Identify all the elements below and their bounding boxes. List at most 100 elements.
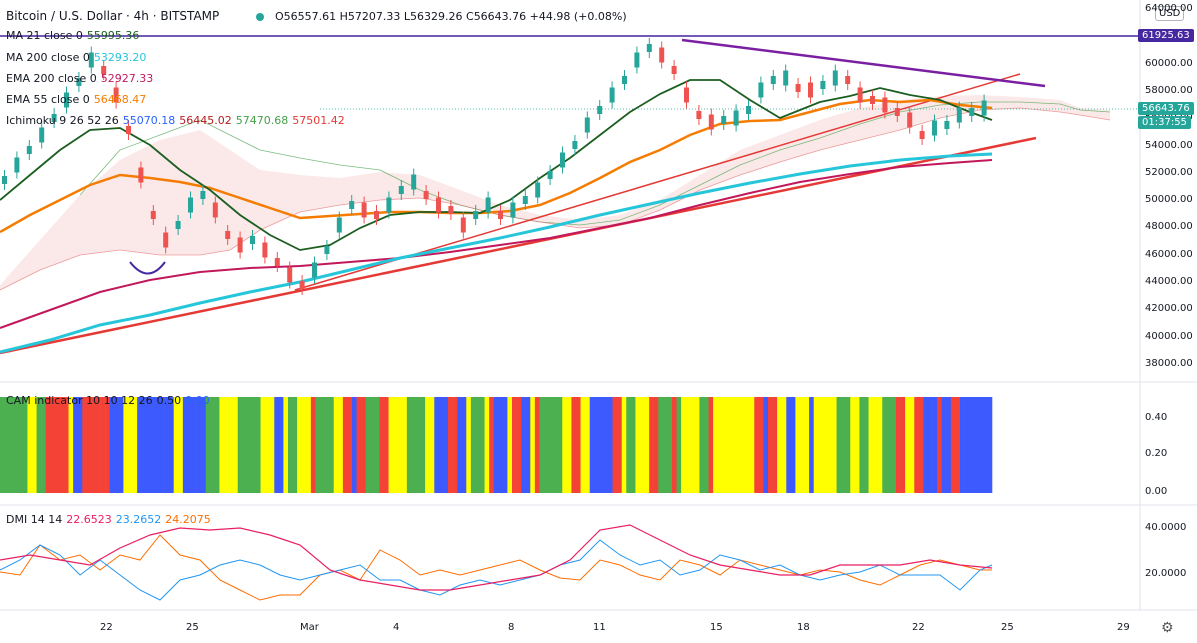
cam-bar: [310, 397, 316, 493]
gear-icon[interactable]: ⚙: [1161, 620, 1174, 636]
cam-bar: [411, 397, 417, 493]
indicator-legend-1[interactable]: MA 200 close 0 53293.20: [6, 51, 150, 65]
cam-bar: [502, 397, 508, 493]
candle-body: [188, 197, 193, 213]
symbol-title[interactable]: Bitcoin / U.S. Dollar · 4h · BITSTAMP: [6, 9, 220, 23]
cam-bar: [9, 397, 15, 493]
cam-bar: [347, 397, 353, 493]
cam-bar: [859, 397, 865, 493]
cam-bar: [544, 397, 549, 493]
cam-bar: [534, 397, 540, 493]
candle-body: [522, 196, 528, 204]
cam-bar: [964, 397, 970, 493]
cam-bar: [525, 397, 531, 493]
cam-bar: [370, 397, 376, 493]
cam-bar: [955, 397, 961, 493]
cam-bar: [27, 397, 33, 493]
cam-bar: [306, 397, 312, 493]
candle-body: [237, 237, 243, 253]
cam-bar: [708, 397, 714, 493]
cam-bar: [950, 397, 956, 493]
candle-body: [758, 82, 764, 98]
dmi-minus-line: [0, 539, 993, 601]
cam-bar: [237, 397, 243, 493]
cam-bar: [987, 397, 993, 493]
cam-bar: [891, 397, 897, 493]
countdown-tag: 01:37:55: [1138, 116, 1191, 129]
cam-bar: [329, 397, 335, 493]
candle-body: [560, 152, 565, 168]
candle-body: [721, 116, 727, 124]
cam-bar: [178, 397, 184, 493]
cam-bar: [717, 397, 723, 493]
candle-body: [138, 167, 144, 183]
dmi-legend[interactable]: DMI 14 14 22.6523 23.2652 24.2075: [6, 513, 215, 527]
price-axis-label: 52000.00: [1145, 167, 1193, 178]
cam-bar: [150, 397, 156, 493]
candle-body: [845, 76, 851, 84]
cam-bar: [59, 397, 65, 493]
price-axis-label: 46000.00: [1145, 249, 1193, 260]
time-axis-label: 22: [912, 622, 925, 633]
cam-bar: [484, 397, 490, 493]
candle-body: [956, 107, 962, 123]
ichimoku-legend[interactable]: Ichimoku 9 26 52 26 55070.18 56445.02 57470…: [6, 114, 349, 128]
candle-body: [708, 114, 714, 130]
cam-bar: [594, 397, 600, 493]
candle-body: [386, 197, 392, 213]
cam-bar: [457, 397, 463, 493]
cam-bar: [498, 397, 504, 493]
cam-bar: [640, 397, 645, 493]
cam-bar: [36, 397, 42, 493]
cam-bar: [429, 397, 435, 493]
candle-body: [312, 262, 317, 278]
cam-bar: [612, 397, 618, 493]
cam-bar: [82, 397, 88, 493]
candle-body: [770, 76, 776, 84]
cam-bar: [434, 397, 440, 493]
cam-bar: [530, 397, 536, 493]
cam-bar: [877, 397, 883, 493]
cam-legend[interactable]: CAM indicator 10 10 12 26 0.50 0.00: [6, 394, 214, 408]
cam-bar: [745, 397, 751, 493]
candle-body: [200, 191, 206, 199]
support-trendline[interactable]: [0, 136, 1037, 355]
candle-body: [932, 120, 937, 136]
candle-body: [857, 87, 863, 103]
cam-bar: [228, 397, 234, 493]
cam-bar: [507, 397, 513, 493]
cam-bar: [969, 397, 975, 493]
indicator-label: EMA 55 close 0: [6, 93, 90, 106]
candle-body: [436, 197, 441, 213]
cam-bar: [320, 397, 325, 493]
cam-bar: [489, 397, 495, 493]
cam-bar: [260, 397, 266, 493]
indicator-value: 52927.33: [100, 72, 154, 85]
cam-bar: [205, 397, 211, 493]
cam-bar: [420, 397, 426, 493]
cam-bar: [388, 397, 394, 493]
cam-bar: [448, 397, 453, 493]
ma21-line: [0, 79, 993, 251]
indicator-value: 56468.47: [93, 93, 147, 106]
candle-body: [671, 66, 677, 74]
indicator-legend-0[interactable]: MA 21 close 0 55995.36: [6, 29, 143, 43]
candle-body: [361, 202, 367, 218]
dmi-plus-line: [0, 534, 992, 601]
cam-bar: [393, 397, 399, 493]
time-axis-label: 4: [393, 622, 400, 633]
currency-badge[interactable]: USD: [1155, 6, 1185, 21]
cam-bar: [512, 397, 517, 493]
candlesticks[interactable]: [2, 38, 987, 295]
cam-bar: [722, 397, 728, 493]
cam-bar: [548, 397, 554, 493]
indicator-value: 57470.68: [235, 114, 289, 127]
candle-body: [2, 176, 7, 184]
cam-bar: [493, 397, 499, 493]
indicator-value: 23.2652: [115, 513, 162, 526]
cam-bar: [269, 397, 275, 493]
indicator-legend-2[interactable]: EMA 200 close 0 52927.33: [6, 72, 157, 86]
indicator-legend-3[interactable]: EMA 55 close 0 56468.47: [6, 93, 150, 107]
descending-trendline[interactable]: [681, 38, 1046, 88]
